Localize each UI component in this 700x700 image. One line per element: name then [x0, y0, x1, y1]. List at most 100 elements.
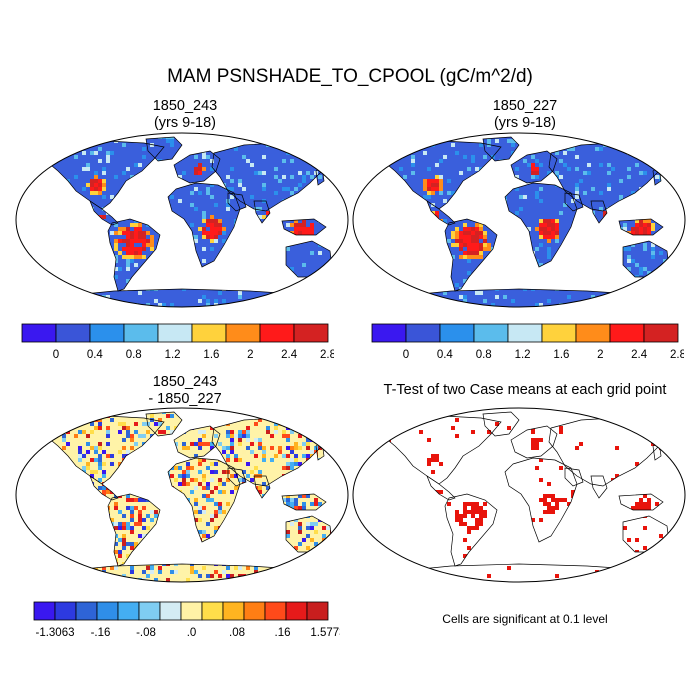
- colorbar-box: [89, 323, 125, 343]
- colorbar-box: [157, 323, 193, 343]
- coastline: [426, 200, 456, 226]
- coastline: [281, 218, 327, 236]
- colorbar-box: [371, 323, 407, 343]
- colorbar-box: [285, 601, 308, 621]
- colorbar-box: [55, 323, 91, 343]
- coastline: [227, 192, 247, 212]
- coastline: [590, 200, 608, 224]
- coastline: [89, 200, 119, 226]
- coastline: [107, 218, 161, 292]
- colorbar-box: [264, 601, 287, 621]
- colorbar-box: [306, 601, 329, 621]
- colorbar-top-right: 0 0.4 0.8 1.2 1.6 2 2.4 2.8: [371, 323, 684, 361]
- colorbar-label: 2.8: [670, 349, 684, 361]
- colorbar-label: 0.4: [437, 349, 454, 361]
- coastline: [618, 218, 664, 236]
- map-bottom-left: [15, 407, 349, 583]
- panel-subtitle-top-right: (yrs 9-18): [493, 115, 557, 131]
- significance-note: Cells are significant at 0.1 level: [442, 612, 608, 626]
- colorbar-box: [159, 601, 182, 621]
- coastline: [564, 467, 584, 487]
- panel-title-bottom-left: 1850_243: [152, 374, 218, 390]
- colorbar-label: 0: [403, 349, 409, 361]
- map-bottom-right: [352, 407, 686, 583]
- coastline: [35, 140, 165, 210]
- colorbar-label: 1.5773: [310, 627, 340, 639]
- coastline: [618, 493, 664, 511]
- colorbar-box: [259, 323, 295, 343]
- colorbar-label: 0.4: [87, 349, 104, 361]
- colorbar-label: -1.3063: [35, 627, 74, 639]
- panel-title-top-left: 1850_243: [152, 98, 218, 114]
- coastline: [173, 425, 221, 459]
- coastline: [329, 276, 339, 290]
- colorbar-box: [201, 601, 224, 621]
- colorbar-box: [222, 601, 245, 621]
- colorbar-label: 2: [597, 349, 603, 361]
- colorbar-label: 0.8: [476, 349, 492, 361]
- panel-subtitle-bottom-left: - 1850_227: [148, 391, 222, 407]
- colorbar-box: [96, 601, 119, 621]
- panel-title-bottom-right: T-Test of two Case means at each grid po…: [383, 382, 667, 398]
- colorbar-box: [243, 601, 266, 621]
- coastline: [227, 467, 247, 487]
- colorbar-box: [439, 323, 475, 343]
- coastline: [35, 415, 165, 485]
- coastline: [510, 150, 558, 184]
- coastline: [329, 551, 339, 565]
- coastline: [564, 192, 584, 212]
- coastline: [504, 182, 578, 268]
- colorbar-box: [138, 601, 161, 621]
- coastline: [167, 182, 241, 268]
- colorbar-box: [473, 323, 509, 343]
- colorbar-label: .0: [187, 627, 197, 639]
- coastline: [253, 475, 271, 499]
- colorbar-box: [33, 601, 56, 621]
- colorbar-box: [507, 323, 543, 343]
- coastline: [89, 475, 119, 501]
- coastline: [167, 457, 241, 543]
- colorbar-label: .16: [275, 627, 291, 639]
- coastline: [372, 140, 502, 210]
- colorbar-box: [643, 323, 679, 343]
- map-border: [352, 132, 686, 308]
- colorbar-label: 1.6: [553, 349, 569, 361]
- coastline: [444, 493, 498, 567]
- coastline: [444, 218, 498, 292]
- coastline: [281, 493, 327, 511]
- map-border: [15, 407, 349, 583]
- colorbar-label: 0: [53, 349, 59, 361]
- map-border: [15, 132, 349, 308]
- coastline: [504, 457, 578, 543]
- map-top-left: [15, 132, 349, 308]
- colorbar-label: -.08: [136, 627, 156, 639]
- coastline: [173, 150, 221, 184]
- coastline: [426, 475, 456, 501]
- colorbar-box: [117, 601, 140, 621]
- colorbar-box: [541, 323, 577, 343]
- colorbar-label: .08: [229, 627, 245, 639]
- map-border: [352, 407, 686, 583]
- colorbar-label: 2.4: [631, 349, 648, 361]
- colorbar-box: [75, 601, 98, 621]
- colorbar-box: [225, 323, 261, 343]
- coastline: [107, 493, 161, 567]
- colorbar-label: 1.6: [203, 349, 219, 361]
- coastline: [145, 136, 183, 162]
- main-title: MAM PSNSHADE_TO_CPOOL (gC/m^2/d): [167, 66, 533, 87]
- colorbar-top-left: 0 0.4 0.8 1.2 1.6 2 2.4 2.8: [21, 323, 334, 361]
- coastline: [510, 425, 558, 459]
- colorbar-box: [123, 323, 159, 343]
- panel-title-top-right: 1850_227: [492, 98, 558, 114]
- colorbar-box: [609, 323, 645, 343]
- coastline: [590, 475, 608, 499]
- coastline: [253, 200, 271, 224]
- colorbar-label: 2: [247, 349, 253, 361]
- colorbar-box: [191, 323, 227, 343]
- colorbar-box: [405, 323, 441, 343]
- colorbar-label: -.16: [91, 627, 111, 639]
- coastline: [372, 415, 502, 485]
- colorbar-label: 1.2: [165, 349, 181, 361]
- colorbar-label: 2.8: [320, 349, 334, 361]
- coastline: [482, 136, 520, 162]
